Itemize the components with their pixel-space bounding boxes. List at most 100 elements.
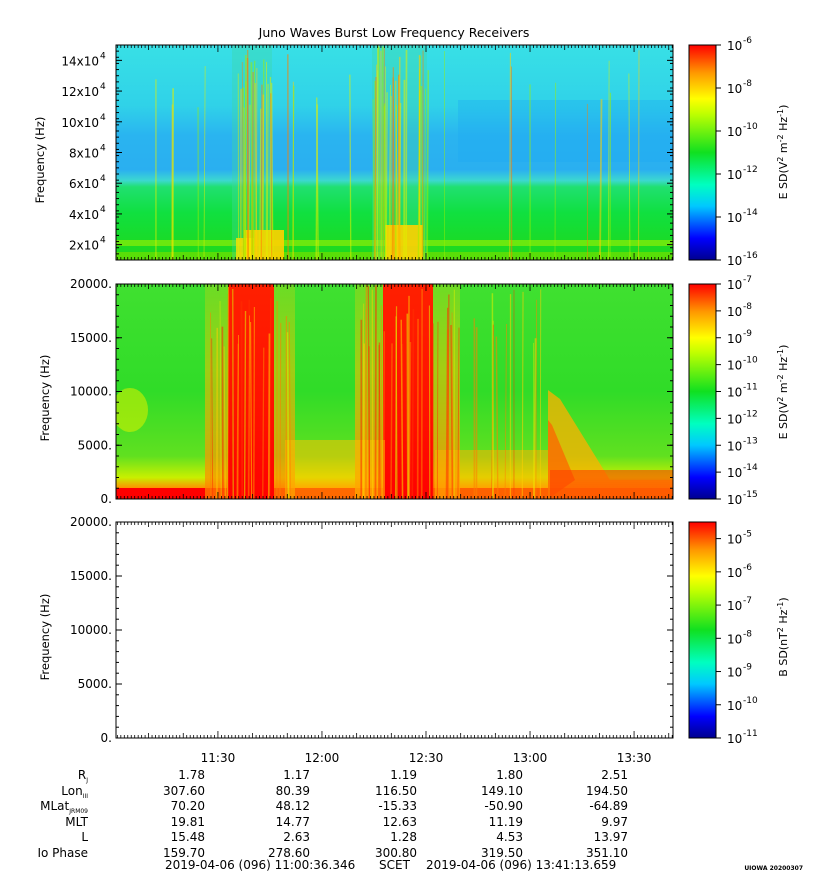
colorbar-label-part: -1 [776,109,785,117]
chart-title: Juno Waves Burst Low Frequency Receivers [258,25,530,40]
burst-line [372,99,375,260]
y-tick-label: 12x10 [61,85,99,99]
burst-line [253,307,255,499]
panel-3-ylabel: Frequency (Hz) [38,594,52,681]
panel-3-colorbar [688,521,717,739]
ephemeris-value: 159.70 [163,845,205,860]
colorbar-tick-label: 10 [727,332,742,346]
panel-1-burst-lines [155,45,640,260]
ephemeris-value: -64.89 [589,799,628,813]
ephemeris-label: MLatJRM09 [40,799,88,815]
burst-line [426,70,430,260]
colorbar-tick-exponent: -8 [743,302,752,312]
colorbar-tick-exponent: -7 [743,275,752,285]
burst-line [400,319,404,499]
colorbar-tick-exponent: -5 [743,530,752,540]
burst-line [250,62,253,260]
time-tick-label: 12:00 [305,751,340,765]
colorbar-tick-label: 10 [727,632,742,646]
panel-2-spectrogram [116,284,673,499]
colorbar-tick-exponent: -10 [743,122,758,132]
ephemeris-value: 2.51 [601,768,628,782]
footer-end-time: 2019-04-06 (096) 13:41:13.659 [426,858,617,872]
colorbar-tick-label: 10 [727,732,742,746]
burst-line [450,324,454,499]
panel-1-x-ticks [116,45,673,260]
ephemeris-label-text: Lon [61,783,83,798]
colorbar-tick-label: 10 [727,168,742,182]
colorbar-label-part: 2 [776,157,785,162]
colorbar-tick-exponent: -12 [743,409,758,419]
burst-line [376,70,379,260]
y-tick-label: 15000. [70,331,112,345]
colorbar-tick-exponent: -14 [743,208,758,218]
burst-line [262,347,265,499]
ephemeris-label-subscript: III [82,792,88,800]
ephemeris-label: LonIII [61,783,88,800]
colorbar-tick-label: 10 [727,466,742,480]
ephemeris-value: 307.60 [163,783,205,798]
ephemeris-value: 1.17 [283,768,310,782]
burst-line [219,301,222,499]
burst-line [243,311,247,499]
burst-line [223,346,226,499]
colorbar-label-part: B SD(nT [777,632,790,677]
y-tick-label: 10000. [70,623,112,637]
panel-2-ylabel: Frequency (Hz) [38,355,52,442]
burst-line [406,313,409,499]
burst-line [242,87,245,260]
ephemeris-value: 1.78 [178,768,205,782]
y-tick-exponent: 4 [100,236,106,246]
ephemeris-value: 4.53 [496,830,523,844]
y-tick-exponent: 4 [100,144,106,154]
colorbar-tick-label: 10 [727,599,742,613]
ephemeris-value: 278.60 [268,845,310,860]
burst-line [445,307,449,499]
colorbar-label-part: E SD(V [777,401,790,439]
burst-line [248,315,250,499]
colorbar-tick-exponent: -16 [743,251,758,261]
colorbar-tick-exponent: -6 [743,563,752,573]
colorbar-tick-exponent: -6 [743,36,752,46]
panel-3-y-ticks: 0. 5000. 10000. 15000. 20000. [70,515,673,745]
burst-line [395,80,398,260]
colorbar-label-part: Hz [777,117,790,135]
ephemeris-value: 48.12 [275,799,310,813]
y-tick-label: 10000. [70,385,112,399]
colorbar-label-part: ) [777,597,790,601]
y-tick-label: 0. [101,492,112,506]
colorbar-label-part: ) [777,105,790,109]
burst-line [381,46,384,260]
burst-line [364,309,367,499]
burst-line [533,338,537,499]
y-tick-label: 2x10 [69,239,99,253]
burst-line [279,322,282,499]
ephemeris-label-text: MLat [40,799,70,813]
burst-line [203,66,206,260]
panel-2-colorbar [688,283,717,500]
panel-3: 0. 5000. 10000. 15000. 20000. 11:30 12:00 12:3… [38,515,790,765]
time-tick-label: 12:30 [409,751,444,765]
y-tick-label: 0. [101,731,112,745]
colorbar-tick-exponent: -11 [743,729,758,739]
ephemeris-label-text: L [81,830,88,844]
burst-line [288,321,291,499]
panel-1-ylabel: Frequency (Hz) [33,117,47,204]
y-tick-label: 14x10 [61,54,99,68]
burst-line [378,345,381,499]
ephemeris-label-text: MLT [65,814,88,829]
colorbar-label-part: -1 [776,349,785,357]
colorbar-tick-label: 10 [727,305,742,319]
burst-line [390,95,392,260]
ephemeris-value: 1.19 [390,768,417,782]
time-tick-label: 11:30 [201,751,236,765]
burst-line [504,323,507,499]
panel-3-frame [115,521,674,739]
burst-line [261,94,265,260]
y-tick-exponent: 4 [100,51,106,61]
burst-line [221,326,224,499]
